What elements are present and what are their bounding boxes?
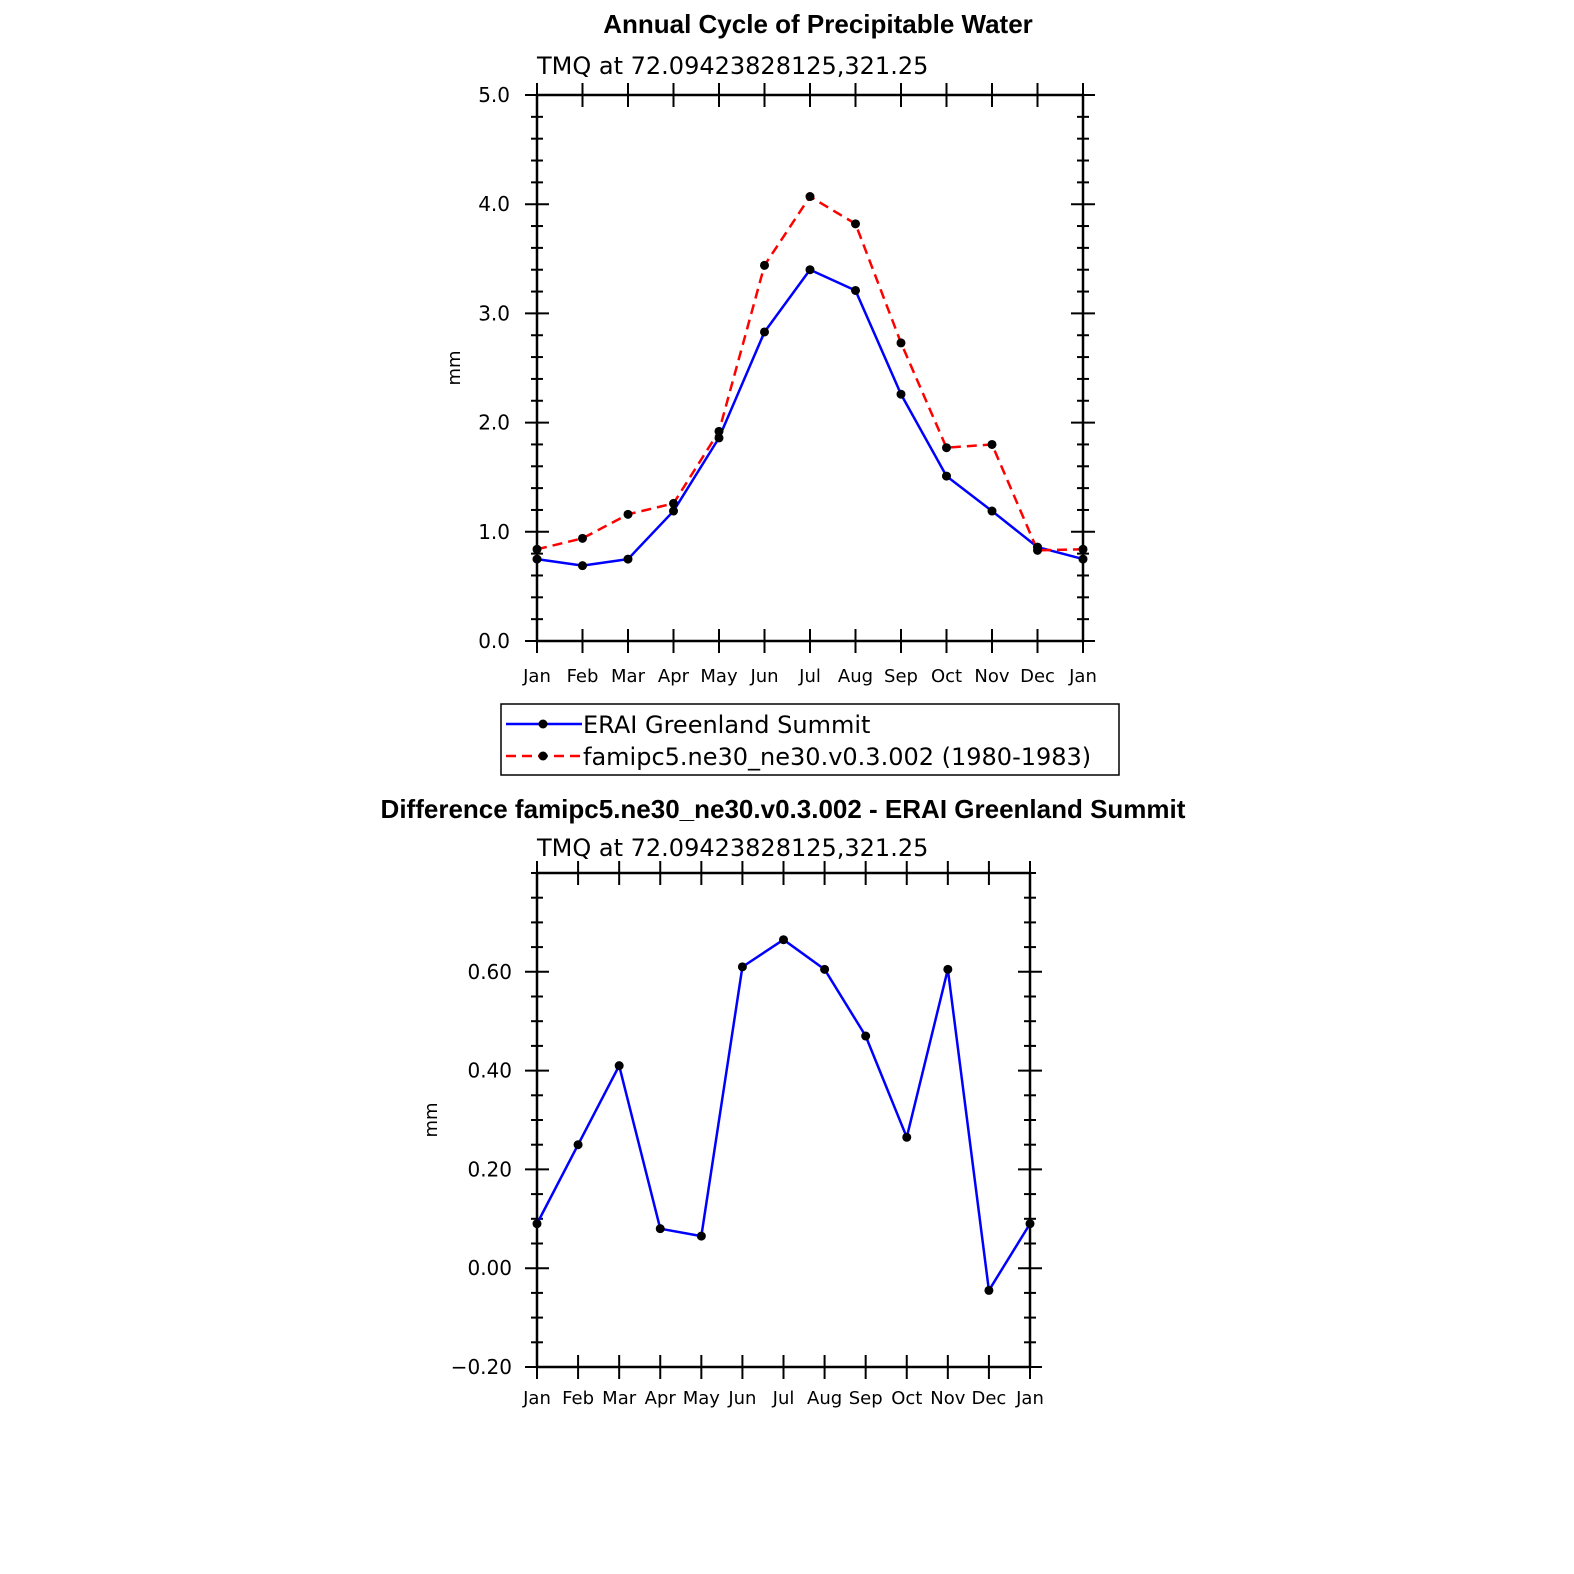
- x-tick-label: Jan: [1015, 1388, 1044, 1409]
- series-2-point: [623, 509, 633, 519]
- legend: ERAI Greenland Summit famipc5.ne30_ne30.…: [500, 703, 1120, 776]
- series-1-point: [623, 554, 633, 564]
- y-tick-labels: −0.20 0.00 0.20 0.40 0.60: [451, 960, 512, 1379]
- x-tick-label: Jan: [522, 666, 551, 687]
- x-tick-labels: Jan Feb Mar Apr May Jun Jul Aug Sep Oct Nov Dec Jan: [522, 666, 1097, 687]
- series-layer: [532, 935, 1035, 1295]
- x-tick-label: Feb: [562, 1388, 594, 1409]
- series-1-point: [851, 285, 860, 295]
- y-tick-label: 3.0: [478, 301, 510, 325]
- series-2-point: [1033, 545, 1042, 555]
- x-tick-label: May: [683, 1388, 721, 1409]
- y-tick-label: 4.0: [478, 192, 510, 216]
- series-2-point: [669, 498, 678, 508]
- y-tick-label: −0.20: [451, 1355, 512, 1379]
- series-1-point: [902, 1132, 912, 1142]
- series-2-point: [578, 533, 587, 543]
- x-tick-label: Aug: [807, 1388, 842, 1409]
- series-1-point: [573, 1140, 583, 1150]
- series-1-point: [714, 433, 724, 443]
- y-tick-label: 5.0: [478, 83, 510, 107]
- series-1-point: [737, 962, 747, 972]
- series-1-point: [760, 327, 769, 337]
- y-tick-label: 0.20: [467, 1157, 512, 1181]
- series-2-point: [760, 260, 769, 270]
- legend-item-model: famipc5.ne30_ne30.v0.3.002 (1980-1983): [506, 743, 1091, 771]
- y-tick-label: 0.00: [467, 1256, 512, 1280]
- x-tick-label: Apr: [658, 666, 690, 687]
- x-tick-label: Feb: [567, 666, 599, 687]
- x-tick-label: Jun: [727, 1388, 756, 1409]
- series-1-point: [655, 1224, 665, 1234]
- legend-marker-model: [538, 751, 548, 761]
- series-1-point: [943, 964, 953, 974]
- x-tick-label: Mar: [611, 666, 646, 687]
- x-tick-label: Jan: [1068, 666, 1097, 687]
- series-1-point: [696, 1231, 706, 1241]
- x-tick-label: Jul: [772, 1388, 795, 1409]
- x-tick-label: May: [700, 666, 738, 687]
- x-tick-label: Nov: [930, 1388, 965, 1409]
- x-tick-label: Jul: [798, 666, 821, 687]
- y-axis-label: mm: [444, 350, 465, 385]
- x-tick-label: Apr: [645, 1388, 677, 1409]
- plot-frame: [535, 93, 1085, 643]
- series-1-point: [805, 265, 815, 275]
- legend-marker-erai: [538, 719, 548, 729]
- series-2-point: [896, 338, 906, 348]
- x-tick-label: Aug: [838, 666, 873, 687]
- y-tick-label: 0.0: [478, 629, 510, 653]
- series-1-point: [779, 935, 788, 945]
- y-axis-label: mm: [421, 1102, 442, 1137]
- y-tick-label: 0.40: [467, 1059, 512, 1083]
- x-tick-label: Nov: [974, 666, 1009, 687]
- chart-subtitle: TMQ at 72.09423828125,321.25: [536, 52, 928, 80]
- x-tick-label: Oct: [931, 666, 962, 687]
- axis-ticks: [525, 83, 1095, 653]
- series-layer: [532, 192, 1088, 571]
- x-tick-label: Oct: [891, 1388, 922, 1409]
- series-2-point: [714, 426, 724, 436]
- x-tick-label: Dec: [1020, 666, 1055, 687]
- x-tick-label: Jun: [749, 666, 778, 687]
- legend-label-model: famipc5.ne30_ne30.v0.3.002 (1980-1983): [583, 743, 1091, 771]
- series-2-point: [851, 219, 860, 229]
- legend-box: [500, 703, 1120, 776]
- series-1-point: [820, 964, 830, 974]
- series-line-2: [536, 195, 1084, 552]
- chart-difference: Difference famipc5.ne30_ne30.v0.3.002 - …: [381, 794, 1186, 1409]
- series-2-point: [987, 439, 997, 449]
- series-1-point: [861, 1031, 871, 1041]
- x-tick-labels: Jan Feb Mar Apr May Jun Jul Aug Sep Oct Nov Dec Jan: [522, 1388, 1044, 1409]
- series-line-1: [535, 938, 1032, 1292]
- series-1-point: [987, 506, 997, 516]
- y-tick-label: 1.0: [478, 520, 510, 544]
- series-1-point: [669, 506, 678, 516]
- series-line-1: [536, 268, 1084, 567]
- chart-annual-cycle: Annual Cycle of Precipitable Water TMQ a…: [444, 9, 1120, 776]
- y-tick-labels: 0.0 1.0 2.0 3.0 4.0 5.0: [478, 83, 510, 653]
- x-tick-label: Dec: [971, 1388, 1006, 1409]
- series-2-point: [805, 192, 815, 202]
- x-tick-label: Sep: [884, 666, 918, 687]
- x-tick-label: Sep: [849, 1388, 883, 1409]
- x-tick-label: Jan: [522, 1388, 551, 1409]
- series-1-point: [578, 561, 587, 571]
- series-1-point: [896, 389, 906, 399]
- series-1-point: [984, 1285, 994, 1295]
- chart-title: Difference famipc5.ne30_ne30.v0.3.002 - …: [381, 794, 1186, 824]
- chart-subtitle: TMQ at 72.09423828125,321.25: [536, 834, 928, 862]
- plot-frame: [535, 871, 1032, 1369]
- series-2-point: [942, 443, 951, 453]
- y-tick-label: 0.60: [467, 960, 512, 984]
- chart-title: Annual Cycle of Precipitable Water: [603, 9, 1033, 39]
- legend-item-erai: ERAI Greenland Summit: [506, 711, 870, 739]
- x-tick-label: Mar: [602, 1388, 637, 1409]
- legend-label-erai: ERAI Greenland Summit: [583, 711, 870, 739]
- series-1-point: [942, 471, 951, 481]
- series-1-point: [614, 1061, 624, 1071]
- y-tick-label: 2.0: [478, 411, 510, 435]
